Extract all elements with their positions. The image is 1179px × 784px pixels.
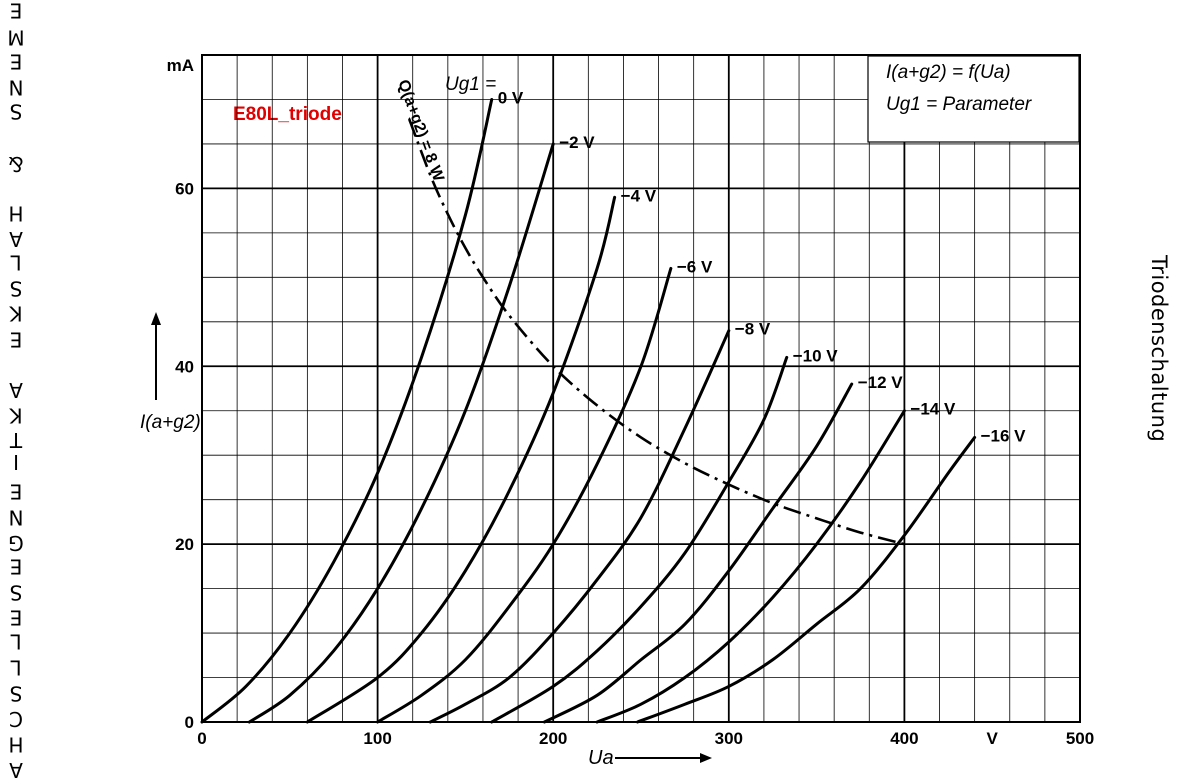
curve-label: −12 V bbox=[858, 373, 904, 392]
x-axis-label: Ua bbox=[588, 747, 614, 769]
x-tick-label: 500 bbox=[1066, 729, 1094, 748]
formula-box bbox=[867, 55, 1080, 143]
ug1-prefix-label: Ug1 = bbox=[445, 74, 496, 95]
x-tick-label: 100 bbox=[363, 729, 391, 748]
curve-ug1-4 bbox=[428, 329, 731, 724]
y-tick-label: 20 bbox=[175, 535, 194, 554]
plot-frame bbox=[201, 54, 1081, 723]
curve-label: −16 V bbox=[981, 426, 1027, 445]
power-limit-curve bbox=[407, 118, 905, 546]
grid-major bbox=[201, 55, 1081, 723]
curve-ug1-6 bbox=[542, 382, 854, 724]
grid-fine bbox=[201, 54, 1081, 723]
x-unit-label: V bbox=[987, 729, 999, 748]
y-unit-label: mA bbox=[167, 56, 194, 75]
x-tick-label: 300 bbox=[715, 729, 743, 748]
x-tick-label: 400 bbox=[890, 729, 918, 748]
x-axis-arrow-head bbox=[700, 753, 712, 763]
curve-label: 0 V bbox=[498, 88, 524, 107]
x-tick-label: 200 bbox=[539, 729, 567, 748]
curve-ug1-0 bbox=[200, 97, 494, 724]
curve-label: −10 V bbox=[793, 346, 839, 365]
formula-line-2: Ug1 = Parameter bbox=[886, 94, 1032, 115]
power-limit-label: Q(a+g2) = 8 W bbox=[394, 78, 447, 185]
curve-ug1-7 bbox=[595, 409, 906, 724]
y-axis-arrow-head bbox=[151, 312, 161, 325]
curve-ug1-1 bbox=[247, 142, 555, 724]
curve-ug1-2 bbox=[305, 195, 617, 724]
curve-label: −8 V bbox=[735, 320, 771, 339]
y-tick-label: 60 bbox=[175, 179, 194, 198]
curve-label: −14 V bbox=[910, 400, 956, 419]
y-tick-label: 40 bbox=[175, 357, 194, 376]
curve-label: −4 V bbox=[621, 186, 657, 205]
curve-ug1-5 bbox=[490, 355, 789, 724]
characteristic-curves bbox=[200, 97, 977, 724]
y-axis-label: I(a+g2) bbox=[140, 412, 201, 433]
curve-label: −2 V bbox=[559, 133, 595, 152]
y-tick-label: 0 bbox=[185, 713, 194, 732]
x-tick-label: 0 bbox=[197, 729, 206, 748]
chart-side-title: Triodenschaltung bbox=[1147, 255, 1171, 443]
curve-ug1-3 bbox=[376, 266, 673, 724]
overlay-label: E80L_triode bbox=[233, 104, 342, 125]
curve-label: −6 V bbox=[677, 257, 713, 276]
formula-line-1: I(a+g2) = f(Ua) bbox=[886, 62, 1011, 83]
curve-ug1-8 bbox=[635, 435, 977, 724]
